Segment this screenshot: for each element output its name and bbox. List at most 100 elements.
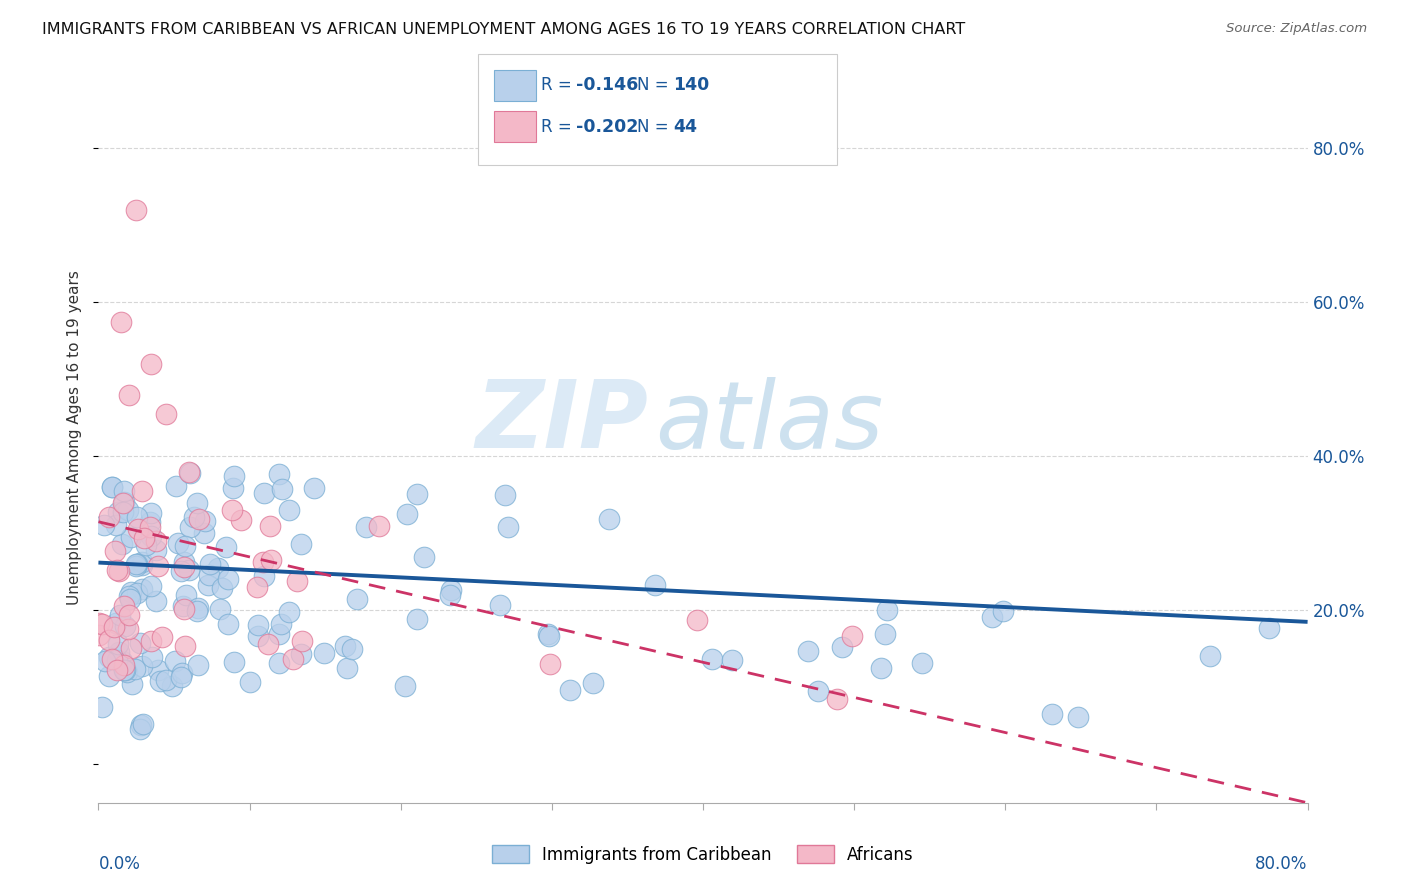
Text: ZIP: ZIP xyxy=(475,376,648,468)
Point xyxy=(302,481,325,495)
Point xyxy=(104,543,127,558)
Point xyxy=(89,627,111,641)
Point xyxy=(246,580,269,594)
Point xyxy=(139,516,162,530)
Point xyxy=(247,629,270,643)
Point xyxy=(134,531,156,545)
Point xyxy=(111,537,134,551)
Point xyxy=(831,640,853,655)
Point xyxy=(120,530,142,544)
Point xyxy=(700,652,723,666)
Y-axis label: Unemployment Among Ages 16 to 19 years: Unemployment Among Ages 16 to 19 years xyxy=(67,269,83,605)
Point xyxy=(173,559,195,574)
Point xyxy=(267,657,290,671)
Point xyxy=(841,629,863,643)
Point xyxy=(120,591,142,606)
Point xyxy=(198,568,221,582)
Point xyxy=(129,718,152,732)
Point xyxy=(163,654,186,668)
Point xyxy=(721,653,744,667)
Point xyxy=(253,485,276,500)
Point xyxy=(174,540,197,554)
Point xyxy=(246,617,269,632)
Point xyxy=(132,717,155,731)
Text: atlas: atlas xyxy=(655,377,883,468)
Point xyxy=(150,630,173,644)
Text: 80.0%: 80.0% xyxy=(1256,855,1308,873)
Point xyxy=(139,520,162,534)
Point xyxy=(336,661,359,675)
Point xyxy=(110,315,132,329)
Point xyxy=(120,585,142,599)
Point xyxy=(1067,710,1090,724)
Point xyxy=(644,578,666,592)
Point xyxy=(131,558,153,573)
Point xyxy=(340,642,363,657)
Point xyxy=(187,658,209,673)
Point xyxy=(107,663,129,677)
Point xyxy=(141,650,163,665)
Point xyxy=(439,588,461,602)
Point xyxy=(257,637,280,651)
Point xyxy=(172,599,194,613)
Point xyxy=(131,659,153,673)
Point xyxy=(114,618,136,632)
Point xyxy=(107,637,129,651)
Point xyxy=(797,644,820,658)
Point xyxy=(278,605,301,619)
Point xyxy=(117,665,139,680)
Text: N =: N = xyxy=(637,76,673,94)
Point xyxy=(207,561,229,575)
Point xyxy=(108,564,131,578)
Point xyxy=(267,467,290,481)
Point xyxy=(291,634,314,648)
Point xyxy=(104,616,127,631)
Point xyxy=(103,620,125,634)
Point xyxy=(222,482,245,496)
Point xyxy=(346,591,368,606)
Point xyxy=(278,503,301,517)
Point xyxy=(270,483,292,497)
Point xyxy=(253,568,276,582)
Point xyxy=(259,553,281,567)
Point xyxy=(807,683,830,698)
Point xyxy=(287,574,309,589)
Point xyxy=(125,586,148,600)
Point xyxy=(125,202,148,217)
Point xyxy=(121,677,143,691)
Point xyxy=(231,513,253,527)
Point xyxy=(110,607,132,622)
Point xyxy=(221,503,243,517)
Point xyxy=(239,675,262,690)
Point xyxy=(112,599,135,613)
Point xyxy=(112,661,135,675)
Point xyxy=(111,496,134,510)
Point xyxy=(139,579,162,593)
Point xyxy=(440,583,463,598)
Point xyxy=(117,503,139,517)
Point xyxy=(118,388,141,402)
Point xyxy=(173,555,195,569)
Point xyxy=(124,662,146,676)
Point xyxy=(141,633,163,648)
Point xyxy=(1199,649,1222,664)
Point xyxy=(981,610,1004,624)
Point xyxy=(146,663,169,677)
Point xyxy=(876,603,898,617)
Point xyxy=(135,538,157,552)
Point xyxy=(145,534,167,549)
Point xyxy=(167,536,190,550)
Point xyxy=(174,639,197,653)
Point xyxy=(215,540,238,554)
Point xyxy=(200,557,222,571)
Point xyxy=(112,484,135,499)
Point xyxy=(537,627,560,641)
Text: N =: N = xyxy=(637,118,673,136)
Point xyxy=(217,617,239,632)
Point xyxy=(118,589,141,603)
Text: -0.202: -0.202 xyxy=(576,118,638,136)
Point xyxy=(538,657,561,672)
Point xyxy=(396,507,419,521)
Point xyxy=(211,582,233,596)
Point xyxy=(111,654,134,668)
